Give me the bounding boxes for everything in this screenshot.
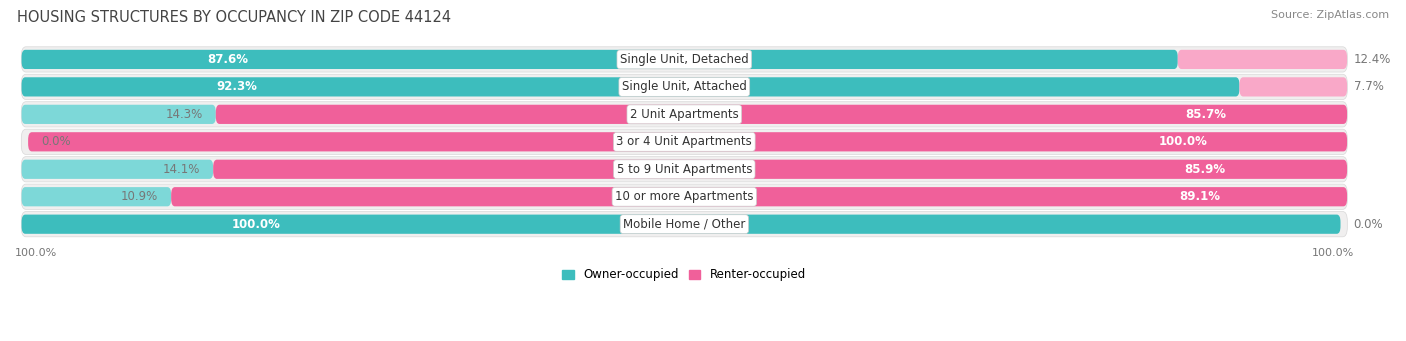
FancyBboxPatch shape [21,50,1178,69]
FancyBboxPatch shape [21,157,1347,182]
FancyBboxPatch shape [1240,77,1347,97]
Text: 100.0%: 100.0% [15,248,58,257]
FancyBboxPatch shape [28,132,1347,151]
FancyBboxPatch shape [21,184,1347,209]
FancyBboxPatch shape [21,47,1347,72]
Text: 10 or more Apartments: 10 or more Apartments [614,190,754,203]
Text: Source: ZipAtlas.com: Source: ZipAtlas.com [1271,10,1389,20]
Text: 100.0%: 100.0% [232,218,280,231]
Legend: Owner-occupied, Renter-occupied: Owner-occupied, Renter-occupied [558,263,811,286]
Text: 0.0%: 0.0% [41,135,70,148]
FancyBboxPatch shape [214,160,1347,179]
Text: 12.4%: 12.4% [1354,53,1391,66]
Text: 2 Unit Apartments: 2 Unit Apartments [630,108,738,121]
Text: HOUSING STRUCTURES BY OCCUPANCY IN ZIP CODE 44124: HOUSING STRUCTURES BY OCCUPANCY IN ZIP C… [17,10,451,25]
FancyBboxPatch shape [21,129,1347,154]
FancyBboxPatch shape [1178,50,1347,69]
Text: 7.7%: 7.7% [1354,80,1384,93]
FancyBboxPatch shape [21,105,215,124]
FancyBboxPatch shape [21,214,1340,234]
FancyBboxPatch shape [21,102,1347,127]
FancyBboxPatch shape [21,77,1240,97]
Text: Mobile Home / Other: Mobile Home / Other [623,218,745,231]
Text: 89.1%: 89.1% [1180,190,1220,203]
FancyBboxPatch shape [21,211,1347,237]
Text: 14.3%: 14.3% [166,108,202,121]
FancyBboxPatch shape [21,74,1347,100]
Text: 100.0%: 100.0% [1159,135,1208,148]
Text: Single Unit, Detached: Single Unit, Detached [620,53,748,66]
Text: 14.1%: 14.1% [163,163,200,176]
Text: 3 or 4 Unit Apartments: 3 or 4 Unit Apartments [616,135,752,148]
Text: 85.9%: 85.9% [1185,163,1226,176]
Text: 92.3%: 92.3% [217,80,257,93]
Text: 0.0%: 0.0% [1354,218,1384,231]
Text: 5 to 9 Unit Apartments: 5 to 9 Unit Apartments [617,163,752,176]
FancyBboxPatch shape [215,105,1347,124]
Text: 100.0%: 100.0% [1312,248,1354,257]
FancyBboxPatch shape [21,187,172,206]
Text: 10.9%: 10.9% [121,190,157,203]
Text: 85.7%: 85.7% [1185,108,1226,121]
FancyBboxPatch shape [172,187,1347,206]
Text: 87.6%: 87.6% [207,53,247,66]
FancyBboxPatch shape [21,160,214,179]
Text: Single Unit, Attached: Single Unit, Attached [621,80,747,93]
